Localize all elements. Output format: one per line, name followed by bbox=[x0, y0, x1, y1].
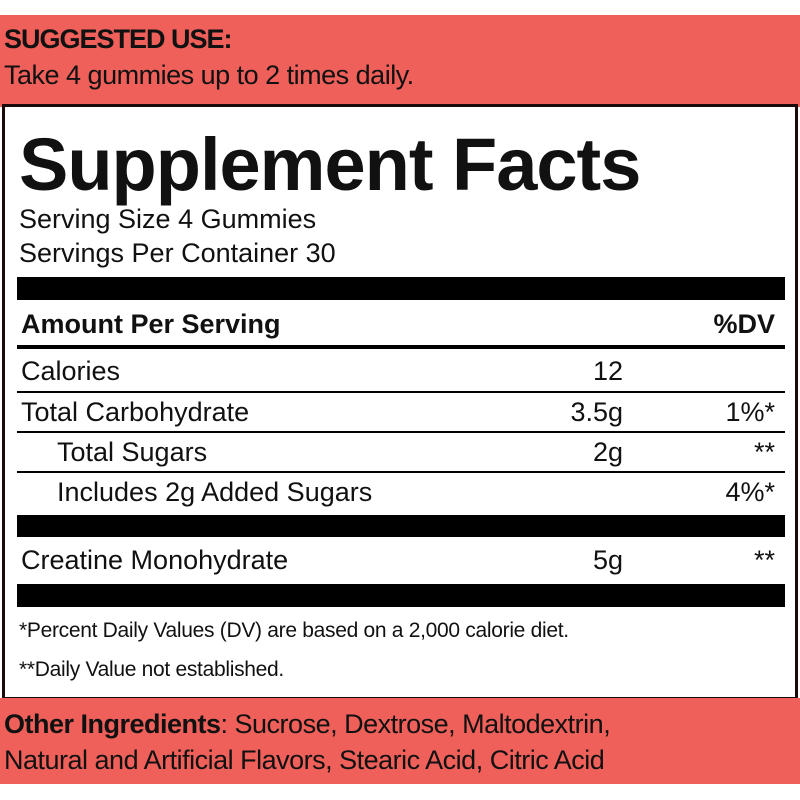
row-name: Total Carbohydrate bbox=[21, 397, 250, 427]
row-name: Includes 2g Added Sugars bbox=[57, 477, 373, 507]
thick-rule bbox=[17, 277, 785, 300]
panel-title: Supplement Facts bbox=[19, 123, 641, 206]
table-row: Creatine Monohydrate 5g ** bbox=[17, 541, 785, 579]
table-row: Total Sugars 2g ** bbox=[17, 433, 785, 471]
other-ingredients-band bbox=[0, 698, 800, 784]
suggested-use-band bbox=[0, 15, 800, 107]
row-name: Creatine Monohydrate bbox=[21, 545, 289, 575]
header-amount: Amount Per Serving bbox=[21, 309, 281, 339]
table-header: Amount Per Serving %DV bbox=[17, 305, 785, 343]
header-dv: %DV bbox=[713, 309, 775, 339]
thick-rule bbox=[17, 584, 785, 607]
rule bbox=[17, 471, 785, 473]
supplement-facts-panel: Supplement Facts Serving Size 4 Gummies … bbox=[2, 104, 798, 700]
thick-rule bbox=[17, 515, 785, 537]
other-ingredients-line1: Other Ingredients: Sucrose, Dextrose, Ma… bbox=[4, 706, 611, 742]
table-row: Includes 2g Added Sugars 4%* bbox=[17, 473, 785, 511]
row-name: Total Sugars bbox=[57, 437, 208, 467]
row-dv: 4%* bbox=[725, 477, 775, 507]
serving-size: Serving Size 4 Gummies bbox=[19, 204, 317, 234]
footnote-not-established: **Daily Value not established. bbox=[19, 658, 284, 681]
table-row: Calories 12 bbox=[17, 352, 785, 390]
other-ingredients-label: Other Ingredients bbox=[4, 709, 221, 739]
row-dv: ** bbox=[753, 545, 775, 575]
suggested-use-title: SUGGESTED USE: bbox=[4, 24, 233, 54]
row-amount: 12 bbox=[592, 356, 623, 386]
footnote-dv: *Percent Daily Values (DV) are based on … bbox=[19, 619, 569, 642]
other-ingredients-text: : Sucrose, Dextrose, Maltodextrin, bbox=[220, 709, 611, 739]
rule bbox=[17, 391, 785, 393]
row-name: Calories bbox=[21, 356, 121, 386]
table-row: Total Carbohydrate 3.5g 1%* bbox=[17, 393, 785, 431]
servings-per-container: Servings Per Container 30 bbox=[19, 238, 336, 268]
row-amount: 2g bbox=[592, 437, 623, 467]
row-amount: 3.5g bbox=[570, 397, 623, 427]
row-dv: 1%* bbox=[725, 397, 775, 427]
row-dv: ** bbox=[753, 437, 775, 467]
rule bbox=[17, 431, 785, 433]
rule bbox=[17, 345, 785, 349]
row-amount: 5g bbox=[592, 545, 623, 575]
other-ingredients-line2: Natural and Artificial Flavors, Stearic … bbox=[4, 745, 605, 775]
suggested-use-text: Take 4 gummies up to 2 times daily. bbox=[4, 60, 414, 90]
